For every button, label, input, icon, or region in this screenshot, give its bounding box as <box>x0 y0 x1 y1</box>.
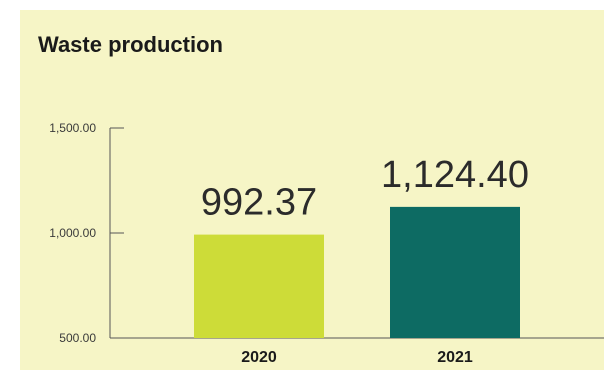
bar-2021 <box>390 206 520 338</box>
x-category-label: 2021 <box>437 349 473 366</box>
chart-panel: Waste production 500.00 1,000.00 1,500.00 … <box>20 10 604 370</box>
waste-bar-chart: 500.00 1,000.00 1,500.00 992.37 2020 1,124.4… <box>49 121 604 366</box>
x-category-label: 2020 <box>241 349 277 366</box>
data-label-2021: 1,124.40 <box>381 154 529 196</box>
y-tick-label: 1,000.00 <box>49 226 96 240</box>
bar-2020 <box>194 234 324 338</box>
y-tick-label: 1,500.00 <box>49 121 96 135</box>
chart-title: Waste production <box>38 32 223 57</box>
y-tick-label: 500.00 <box>59 331 96 345</box>
data-label-2020: 992.37 <box>201 182 317 224</box>
